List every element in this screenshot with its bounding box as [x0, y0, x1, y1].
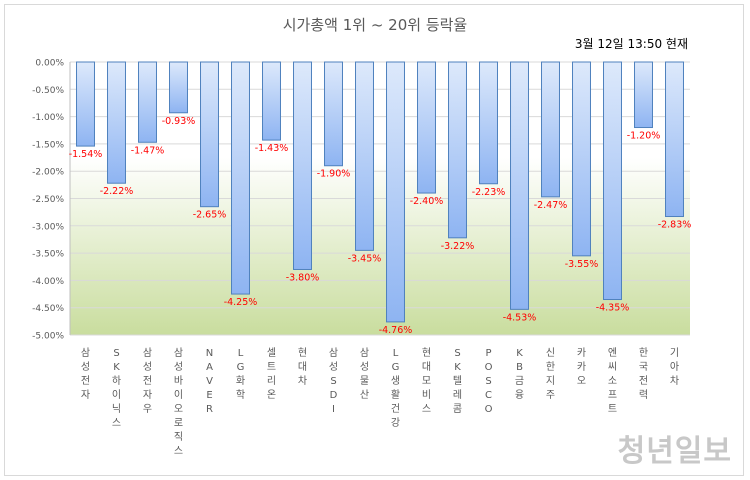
data-label: -1.43% — [255, 143, 289, 154]
data-label: -2.40% — [410, 196, 444, 207]
data-label: -2.65% — [193, 210, 227, 221]
y-tick-label: -1.00% — [32, 113, 64, 123]
timestamp-label: 3월 12일 13:50 현재 — [574, 37, 688, 51]
data-label: -3.55% — [565, 259, 599, 270]
bar — [231, 61, 250, 295]
bar — [541, 61, 560, 198]
y-tick-label: -2.00% — [32, 168, 64, 178]
data-label: -2.47% — [534, 200, 568, 211]
data-label: -2.83% — [658, 220, 692, 231]
y-tick-label: -2.50% — [32, 195, 64, 205]
bar — [138, 61, 157, 143]
bar — [603, 61, 622, 301]
data-label: -0.93% — [162, 116, 196, 127]
data-label: -1.47% — [131, 145, 165, 156]
watermark-logo: 청년일보 — [617, 434, 732, 469]
bar — [417, 61, 436, 194]
y-tick-label: -0.50% — [32, 86, 64, 96]
y-tick-label: -5.00% — [32, 332, 64, 342]
bar — [169, 61, 188, 114]
bar — [572, 61, 591, 257]
bar — [665, 61, 684, 218]
data-label: -2.22% — [100, 186, 134, 197]
data-label: -4.76% — [379, 325, 413, 336]
data-label: -2.23% — [472, 187, 506, 198]
chart-title: 시가총액 1위 ~ 20위 등락율 — [282, 16, 468, 34]
y-tick-label: -4.50% — [32, 304, 64, 314]
y-tick-label: -4.00% — [32, 277, 64, 287]
bar — [634, 61, 653, 129]
data-label: -4.53% — [503, 312, 537, 323]
bar — [262, 61, 281, 141]
bar — [510, 61, 529, 310]
data-label: -1.20% — [627, 131, 661, 142]
data-label: -3.45% — [348, 253, 382, 264]
bar — [355, 61, 374, 251]
bar — [200, 61, 219, 208]
y-tick-label: -3.00% — [32, 222, 64, 232]
bar — [293, 61, 312, 270]
y-tick-label: -3.50% — [32, 250, 64, 260]
bar — [448, 61, 467, 239]
bar — [76, 61, 95, 147]
bar — [479, 61, 498, 185]
y-tick-label: 0.00% — [35, 59, 64, 69]
bar — [324, 61, 343, 167]
data-label: -4.35% — [596, 303, 630, 314]
data-label: -3.22% — [441, 241, 475, 252]
bar — [386, 61, 405, 323]
data-label: -3.80% — [286, 272, 320, 283]
bar — [107, 61, 126, 184]
y-tick-label: -1.50% — [32, 140, 64, 150]
data-label: -1.90% — [317, 169, 351, 180]
data-label: -4.25% — [224, 297, 258, 308]
data-label: -1.54% — [69, 149, 103, 160]
